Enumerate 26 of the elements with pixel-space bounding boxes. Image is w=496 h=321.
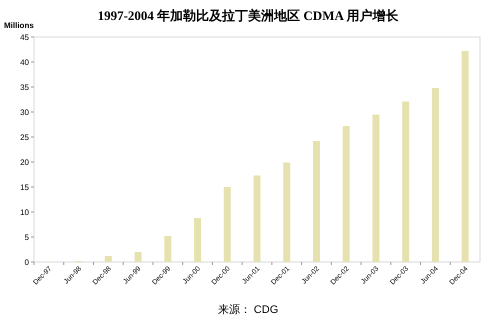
bar (402, 102, 410, 262)
y-tick-label: 0 (24, 258, 30, 267)
bar (134, 252, 142, 262)
bar (372, 114, 380, 262)
bar (432, 88, 439, 262)
y-tick-label: 25 (20, 133, 30, 142)
y-tick-label: 10 (20, 208, 30, 217)
y-tick-label: 40 (20, 58, 30, 67)
bar (342, 126, 350, 262)
source-note: 来源： CDG (218, 303, 278, 316)
y-tick-label: 5 (24, 233, 30, 242)
bar (164, 236, 172, 262)
bar (312, 141, 320, 262)
y-tick-label: 30 (20, 108, 30, 117)
bar (254, 176, 260, 262)
chart-title: 1997-2004 年加勒比及拉丁美洲地区 CDMA 用户增长 (98, 8, 400, 23)
bar (104, 256, 112, 262)
bar (283, 162, 290, 262)
bar (224, 187, 231, 262)
y-tick-label: 35 (20, 83, 30, 92)
bar (462, 51, 469, 262)
y-tick-label: 15 (20, 183, 30, 192)
y-tick-label: 20 (20, 158, 30, 167)
bar (194, 218, 202, 262)
y-tick-label: 45 (20, 33, 30, 42)
y-axis-title: Millions (4, 21, 34, 30)
